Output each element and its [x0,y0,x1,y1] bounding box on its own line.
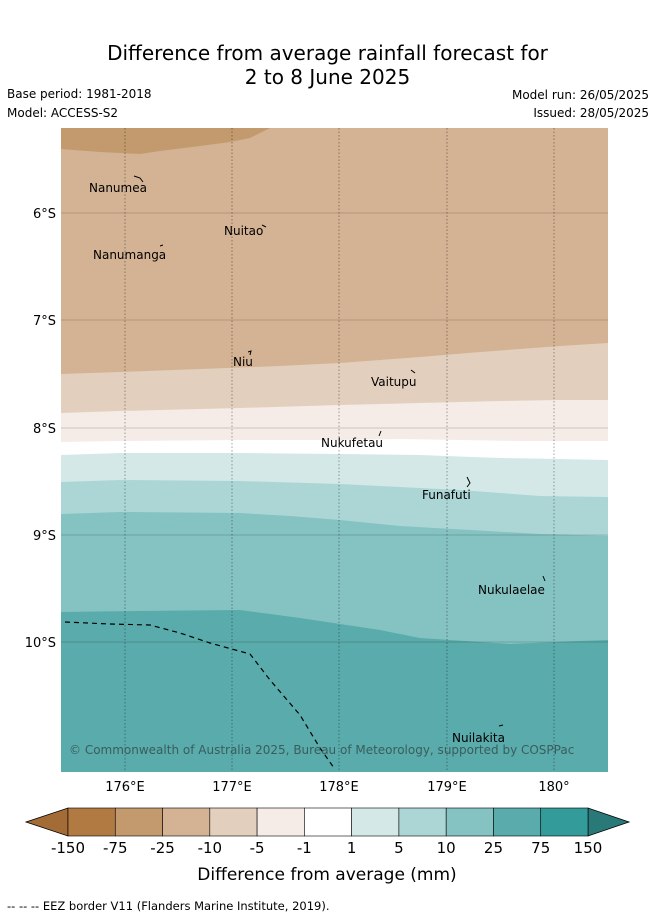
nanumanga-outline [159,244,164,247]
colorbar-tick-label: 10 [437,839,456,857]
colorbar-segment [351,807,400,837]
colorbar-tick-label: -75 [103,839,128,857]
colorbar-segment [540,807,589,837]
latitude-label: 8°S [33,422,56,437]
title-line-2: 2 to 8 June 2025 [244,65,411,89]
nanumea-outline [133,175,144,183]
place-label: Nuilakita [452,731,505,745]
base-period-text: Base period: 1981-2018 [7,87,152,101]
place-label: Nuitao [224,224,263,238]
nuilakita-outline [498,724,504,727]
colorbar-tick-label: -5 [250,839,265,857]
place-label: Nukulaelae [478,583,545,597]
colorbar-tick-label: -25 [150,839,175,857]
latitude-label: 6°S [33,207,56,222]
latitude-lines [61,212,608,643]
latitude-label: 7°S [33,314,56,329]
place-label: Vaitupu [371,375,417,389]
graticule [124,128,555,772]
place-label: Nukufetau [321,436,383,450]
colorbar-tick-label: -150 [51,839,85,857]
colorbar-tick-label: -10 [198,839,223,857]
niu-outline [247,350,252,356]
colorbar-over-arrow [587,807,631,837]
copyright-text: © Commonwealth of Australia 2025, Bureau… [69,743,574,757]
island-outlines [133,175,546,727]
colorbar-segment [209,807,258,837]
nukulaelae-outline [542,575,546,582]
place-label: Nanumanga [93,248,166,262]
colorbar-tick-label: 5 [394,839,404,857]
funafuti-outline [466,476,471,488]
colorbar-segment [493,807,542,837]
title-line-1: Difference from average rainfall forecas… [107,41,548,65]
model-text: Model: ACCESS-S2 [7,106,119,120]
latitude-label: 9°S [33,529,56,544]
rainfall-bands [61,128,608,772]
longitude-label: 180° [538,780,569,795]
longitude-label: 176°E [105,780,145,795]
colorbar-segment [67,807,116,837]
place-label: Niu [233,355,253,369]
colorbar-segment [162,807,211,837]
place-label: Nanumea [89,181,147,195]
eez-legend-text: -- -- -- EEZ border V11 (Flanders Marine… [7,899,330,913]
colorbar-segment [304,807,352,837]
eez-border-line [64,621,335,769]
place-label: Funafuti [422,488,471,502]
colorbar-ticks: -150 -75 -25 -10 -5 -1 1 5 10 25 75 150 [51,839,602,857]
issued-text: Issued: 28/05/2025 [533,106,649,120]
colorbar-label: Difference from average (mm) [197,865,456,885]
colorbar-tick-label: 75 [531,839,550,857]
colorbar-under-arrow [24,807,69,837]
longitude-label: 179°E [427,780,467,795]
band-minus25-minus10 [61,128,608,374]
longitude-label: 178°E [319,780,359,795]
vaitupu-outline [410,369,416,374]
colorbar-segment [398,807,447,837]
colorbar [24,807,631,837]
nukufetau-outline [378,430,382,437]
latitude-label: 10°S [25,636,56,651]
colorbar-tick-label: -1 [297,839,312,857]
model-run-text: Model run: 26/05/2025 [511,88,649,102]
colorbar-tick-label: 150 [574,839,603,857]
colorbar-segment [256,807,305,837]
colorbar-tick-label: 1 [347,839,357,857]
band-minus75-minus25 [61,128,270,154]
nuitao-outline [261,224,267,228]
colorbar-tick-label: 25 [484,839,503,857]
longitude-label: 177°E [212,780,252,795]
colorbar-segment [445,807,494,837]
map-title: Difference from average rainfall forecas… [0,41,655,89]
colorbar-segment [114,807,163,837]
